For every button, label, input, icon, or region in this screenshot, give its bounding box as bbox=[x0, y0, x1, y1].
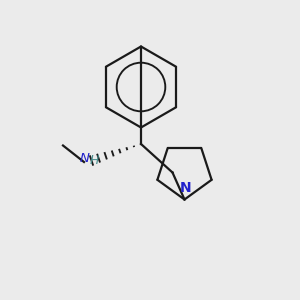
Text: N: N bbox=[80, 152, 90, 165]
Text: H: H bbox=[90, 154, 99, 167]
Text: N: N bbox=[180, 181, 191, 195]
